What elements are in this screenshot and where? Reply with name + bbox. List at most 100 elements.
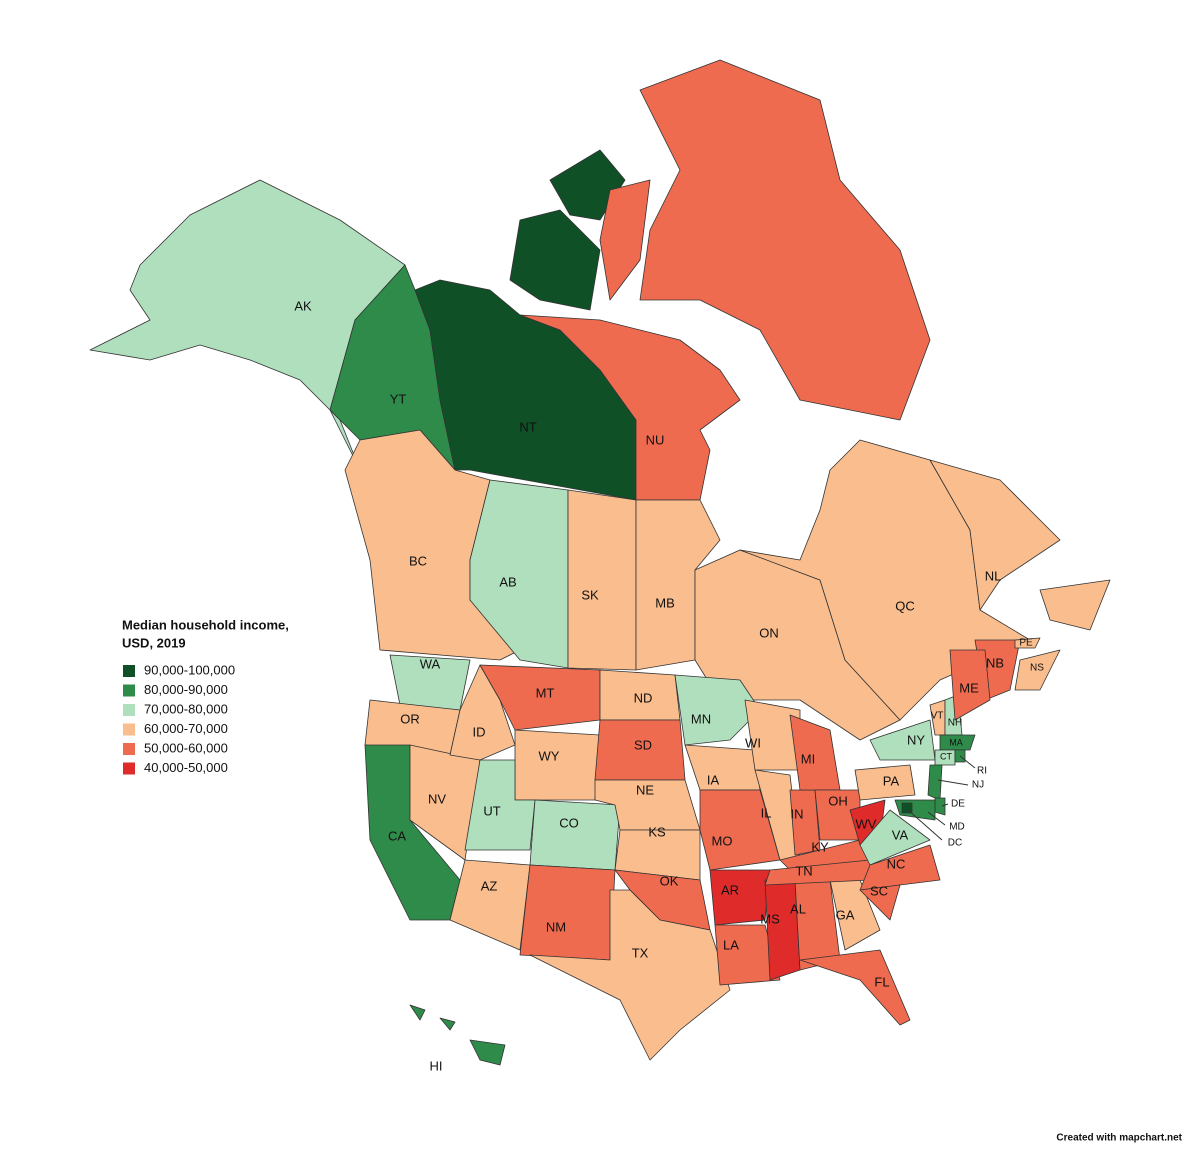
region-labels: AK YT NT NU BC AB SK MB ON QC NL NB NS PE WA OR CA NV ID MT… bbox=[294, 298, 1044, 1073]
region-label: AR bbox=[721, 882, 739, 897]
region-label: PA bbox=[883, 773, 900, 788]
region-label: WV bbox=[856, 816, 877, 831]
region-label: OK bbox=[660, 873, 679, 888]
region-label: MO bbox=[712, 833, 733, 848]
region bbox=[409, 1004, 426, 1021]
region-label: WY bbox=[539, 748, 560, 763]
legend-swatch bbox=[123, 743, 135, 755]
region bbox=[939, 734, 976, 751]
region bbox=[934, 749, 956, 766]
region-label: NC bbox=[887, 856, 906, 871]
region bbox=[714, 924, 781, 986]
legend-swatch bbox=[123, 684, 135, 697]
region-label: NT bbox=[519, 419, 536, 434]
region-label: CO bbox=[559, 815, 579, 830]
legend: Median household income, USD, 2019 90,000-… bbox=[122, 617, 289, 775]
region-label: KS bbox=[648, 824, 666, 839]
legend-label: 60,000-70,000 bbox=[144, 721, 228, 736]
region bbox=[854, 764, 916, 801]
region-label: IL bbox=[761, 805, 772, 820]
region bbox=[799, 949, 911, 1026]
region bbox=[599, 179, 651, 301]
leader-line bbox=[907, 809, 943, 841]
region-label: OH bbox=[828, 793, 848, 808]
region-label: YT bbox=[390, 391, 407, 406]
region-label: HI bbox=[430, 1058, 443, 1073]
legend-swatch bbox=[123, 704, 135, 716]
region-label: AK bbox=[294, 298, 312, 313]
region-label: ME bbox=[959, 680, 979, 695]
region-label: AZ bbox=[481, 878, 498, 893]
region-label: TN bbox=[795, 863, 812, 878]
region-label: GA bbox=[836, 907, 855, 922]
region bbox=[1039, 579, 1111, 631]
credit: Created with mapchart.net bbox=[1056, 1133, 1182, 1144]
region-label: KY bbox=[811, 839, 829, 854]
leader-line bbox=[937, 779, 969, 786]
region-label: NU bbox=[646, 432, 665, 447]
region bbox=[519, 864, 616, 961]
legend-title: Median household income, bbox=[122, 617, 289, 632]
region-label: NH bbox=[948, 718, 962, 729]
region-label: MD bbox=[949, 822, 965, 833]
region-label: SC bbox=[870, 883, 888, 898]
region-label: MN bbox=[691, 711, 711, 726]
region-label: CT bbox=[940, 751, 952, 761]
region bbox=[859, 884, 901, 921]
region bbox=[439, 1017, 456, 1031]
region bbox=[529, 889, 731, 1061]
region-label: DE bbox=[951, 799, 965, 810]
region bbox=[927, 764, 943, 801]
region-label: TX bbox=[632, 945, 649, 960]
legend-swatch bbox=[123, 762, 135, 775]
region-label: NM bbox=[546, 919, 566, 934]
region-label: CA bbox=[388, 828, 406, 843]
region bbox=[449, 859, 531, 951]
region bbox=[934, 797, 946, 816]
region bbox=[1014, 637, 1041, 649]
region-label: NJ bbox=[972, 780, 984, 791]
region-label: NV bbox=[428, 791, 446, 806]
region bbox=[639, 59, 931, 421]
region-label: IN bbox=[791, 806, 804, 821]
region bbox=[901, 802, 913, 814]
region-label: AL bbox=[790, 901, 806, 916]
region-label: NS bbox=[1030, 663, 1044, 674]
region bbox=[949, 649, 991, 721]
region bbox=[699, 789, 781, 871]
region bbox=[929, 459, 1061, 611]
region bbox=[519, 314, 741, 501]
region-label: MS bbox=[760, 911, 780, 926]
region-label: OR bbox=[400, 711, 420, 726]
region bbox=[529, 799, 621, 871]
legend-swatch bbox=[123, 665, 135, 677]
legend-label: 90,000-100,000 bbox=[144, 662, 235, 677]
region-label: IA bbox=[707, 772, 720, 787]
legend-title: USD, 2019 bbox=[122, 635, 186, 650]
region-label: NB bbox=[986, 655, 1004, 670]
region-label: WA bbox=[420, 656, 441, 671]
region-label: AB bbox=[499, 574, 516, 589]
region-label: NE bbox=[636, 782, 654, 797]
region-label: LA bbox=[723, 937, 739, 952]
region bbox=[859, 809, 931, 866]
region-label: UT bbox=[483, 803, 500, 818]
region-label: ID bbox=[473, 724, 486, 739]
region bbox=[859, 844, 941, 891]
region-label: VT bbox=[931, 711, 944, 722]
region-label: MA bbox=[949, 737, 963, 747]
region bbox=[567, 489, 637, 671]
region-label: ND bbox=[634, 690, 653, 705]
legend-label: 40,000-50,000 bbox=[144, 760, 228, 775]
region bbox=[1014, 649, 1061, 691]
region bbox=[514, 729, 601, 801]
region bbox=[469, 1039, 506, 1066]
region bbox=[674, 674, 761, 746]
region bbox=[509, 209, 601, 311]
region bbox=[764, 879, 801, 981]
region bbox=[479, 664, 601, 731]
region-label: RI bbox=[977, 766, 987, 777]
region-label: FL bbox=[874, 974, 889, 989]
region-label: DC bbox=[948, 838, 962, 849]
